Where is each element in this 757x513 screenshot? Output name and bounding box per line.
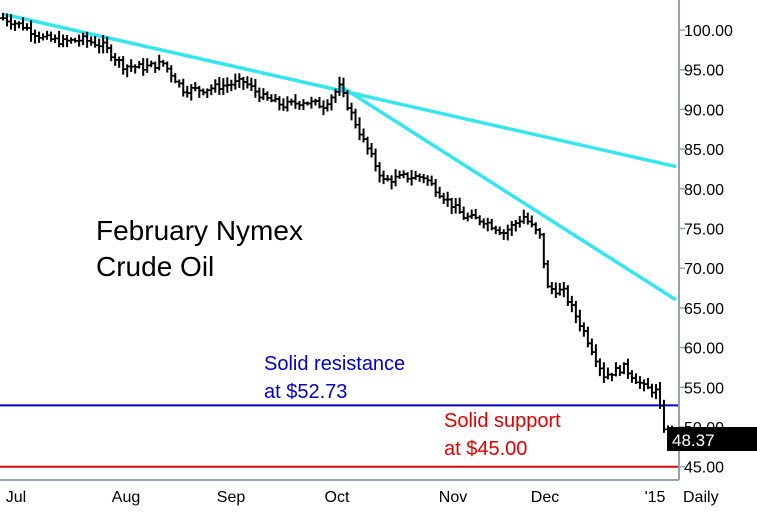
x-tick-label: Nov [439, 489, 467, 506]
y-tick-label: 100.00 [684, 23, 733, 40]
resistance-annotation-line-2: at $52.73 [264, 381, 347, 403]
x-tick-label: Oct [325, 489, 350, 506]
y-tick-label: 95.00 [684, 63, 724, 80]
last-price-marker: 48.37 [667, 427, 757, 451]
y-tick-label: 65.00 [684, 301, 724, 318]
steep-trendline [338, 84, 677, 302]
y-tick-label: 90.00 [684, 102, 724, 119]
ohlc-bars [0, 12, 679, 445]
support-annotation-line-2: at $45.00 [444, 438, 527, 460]
chart-title-line-1: February Nymex [96, 215, 303, 246]
y-tick-label: 45.00 [684, 460, 724, 477]
horizontal-levels [0, 404, 679, 468]
x-tick-label: Aug [112, 489, 140, 506]
x-axis-ticks: Jul Aug Sep Oct Nov Dec '15 [6, 489, 666, 506]
y-tick-label: 80.00 [684, 182, 724, 199]
y-tick-label: 55.00 [684, 380, 724, 397]
x-tick-label: Sep [217, 489, 246, 506]
y-tick-label: 75.00 [684, 222, 724, 239]
support-annotation-line-1: Solid support [444, 410, 561, 432]
last-price-label: 48.37 [672, 431, 715, 450]
period-label: Daily [683, 489, 719, 506]
x-tick-label: '15 [645, 489, 666, 506]
resistance-annotation-line-1: Solid resistance [264, 353, 405, 375]
y-tick-label: 70.00 [684, 261, 724, 278]
y-tick-label: 85.00 [684, 142, 724, 159]
last-price-box [667, 427, 757, 451]
y-tick-label: 60.00 [684, 341, 724, 358]
chart-title-line-2: Crude Oil [96, 251, 214, 282]
x-tick-label: Jul [6, 489, 26, 506]
x-tick-label: Dec [531, 489, 559, 506]
y-axis-ticks: 100.00 95.00 90.00 85.00 80.00 75.00 70.00 65.0… [679, 23, 733, 477]
